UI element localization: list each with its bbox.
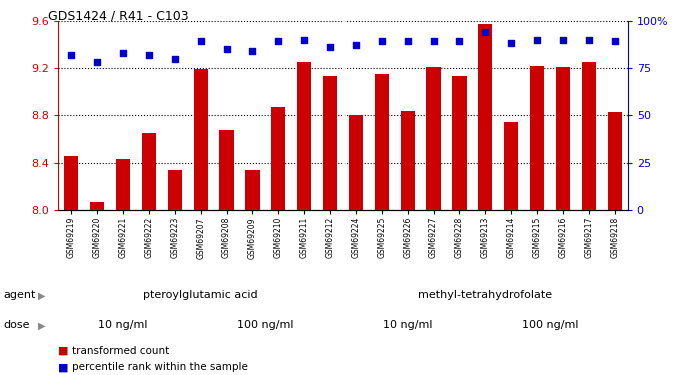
Bar: [142, 133, 156, 210]
Text: GSM69226: GSM69226: [403, 217, 412, 258]
Point: [428, 39, 439, 45]
Bar: [64, 156, 78, 210]
Text: GSM69218: GSM69218: [611, 217, 619, 258]
Text: GSM69209: GSM69209: [248, 217, 257, 258]
Point: [480, 29, 491, 35]
Text: GSM69208: GSM69208: [222, 217, 231, 258]
Bar: [530, 66, 544, 210]
Bar: [427, 67, 440, 210]
Text: percentile rank within the sample: percentile rank within the sample: [72, 363, 248, 372]
Text: GSM69217: GSM69217: [584, 217, 593, 258]
Bar: [116, 159, 130, 210]
Text: agent: agent: [3, 290, 36, 300]
Text: GSM69215: GSM69215: [532, 217, 542, 258]
Bar: [271, 107, 285, 210]
Text: pteroylglutamic acid: pteroylglutamic acid: [143, 290, 258, 300]
Bar: [167, 170, 182, 210]
Text: ■: ■: [58, 346, 69, 355]
Bar: [401, 111, 415, 210]
Text: GSM69221: GSM69221: [119, 217, 128, 258]
Point: [558, 37, 569, 43]
Bar: [348, 115, 363, 210]
Text: 10 ng/ml: 10 ng/ml: [383, 320, 432, 330]
Text: GSM69213: GSM69213: [481, 217, 490, 258]
Text: GSM69219: GSM69219: [67, 217, 75, 258]
Bar: [90, 202, 104, 210]
Text: 10 ng/ml: 10 ng/ml: [98, 320, 147, 330]
Bar: [556, 67, 570, 210]
Text: GSM69207: GSM69207: [196, 217, 205, 258]
Text: GSM69223: GSM69223: [170, 217, 179, 258]
Point: [454, 39, 465, 45]
Text: GSM69216: GSM69216: [558, 217, 567, 258]
Text: ▶: ▶: [38, 290, 45, 300]
Text: 100 ng/ml: 100 ng/ml: [522, 320, 578, 330]
Text: 100 ng/ml: 100 ng/ml: [237, 320, 294, 330]
Bar: [452, 76, 466, 210]
Text: dose: dose: [3, 320, 30, 330]
Bar: [582, 62, 596, 210]
Point: [402, 39, 413, 45]
Bar: [608, 112, 622, 210]
Point: [377, 39, 388, 45]
Point: [196, 39, 206, 45]
Point: [324, 44, 335, 50]
Point: [169, 56, 180, 62]
Point: [583, 37, 594, 43]
Point: [273, 39, 284, 45]
Text: GDS1424 / R41 - C103: GDS1424 / R41 - C103: [48, 9, 189, 22]
Text: GSM69228: GSM69228: [455, 217, 464, 258]
Point: [66, 52, 77, 58]
Text: GSM69222: GSM69222: [144, 217, 154, 258]
Text: GSM69214: GSM69214: [507, 217, 516, 258]
Bar: [220, 129, 234, 210]
Bar: [323, 76, 338, 210]
Text: GSM69227: GSM69227: [429, 217, 438, 258]
Text: GSM69210: GSM69210: [274, 217, 283, 258]
Text: GSM69212: GSM69212: [326, 217, 335, 258]
Text: GSM69224: GSM69224: [351, 217, 360, 258]
Text: methyl-tetrahydrofolate: methyl-tetrahydrofolate: [418, 290, 552, 300]
Point: [351, 42, 362, 48]
Point: [143, 52, 154, 58]
Point: [247, 48, 258, 54]
Point: [532, 37, 543, 43]
Text: GSM69211: GSM69211: [300, 217, 309, 258]
Point: [506, 40, 517, 46]
Text: ▶: ▶: [38, 320, 45, 330]
Bar: [297, 62, 311, 210]
Point: [298, 37, 309, 43]
Bar: [375, 74, 389, 210]
Text: GSM69225: GSM69225: [377, 217, 386, 258]
Bar: [246, 170, 259, 210]
Text: transformed count: transformed count: [72, 346, 169, 355]
Point: [609, 39, 620, 45]
Point: [221, 46, 232, 52]
Point: [117, 50, 128, 56]
Text: GSM69220: GSM69220: [93, 217, 102, 258]
Bar: [504, 122, 519, 210]
Text: ■: ■: [58, 363, 69, 372]
Bar: [193, 69, 208, 210]
Bar: [478, 24, 493, 210]
Point: [92, 59, 103, 65]
